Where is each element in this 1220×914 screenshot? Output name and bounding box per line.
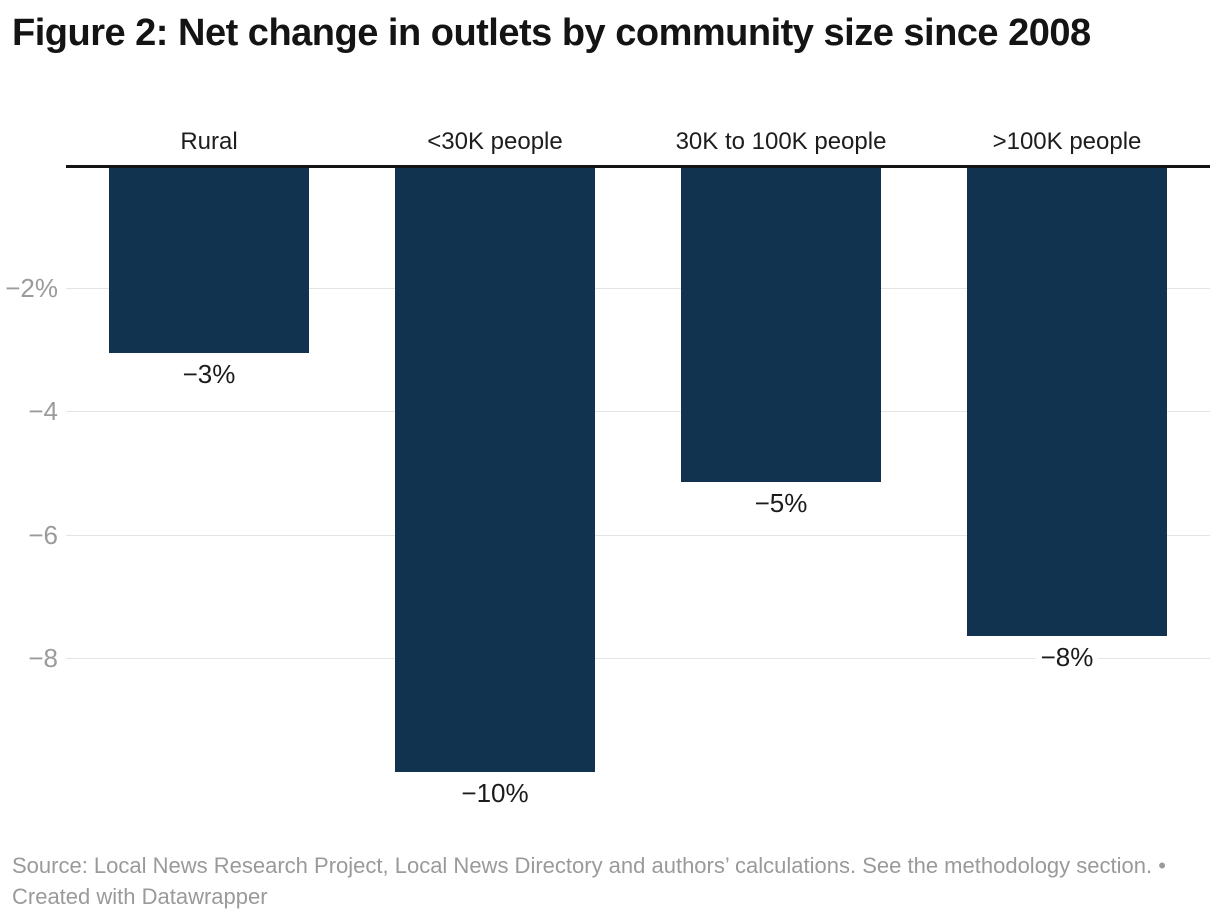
column-header: Rural	[180, 128, 238, 155]
bar-value-label: −5%	[749, 489, 813, 517]
bar	[681, 168, 881, 482]
column-header: >100K people	[992, 128, 1142, 155]
column-header: 30K to 100K people	[675, 128, 887, 155]
source-note-line1: Source: Local News Research Project, Loc…	[12, 853, 1166, 878]
column-header: <30K people	[427, 128, 563, 155]
y-tick-label: −8	[28, 642, 58, 673]
gridline	[66, 411, 1210, 413]
gridline	[66, 288, 1210, 290]
page-title: Figure 2: Net change in outlets by commu…	[12, 12, 1091, 54]
y-tick-label: −4	[28, 396, 58, 427]
column-header-row: Rural <30K people 30K to 100K people >100K …	[66, 129, 1210, 155]
bar-value-label: −3%	[177, 360, 241, 388]
source-note-line2: Created with Datawrapper	[12, 884, 268, 909]
y-tick-label: −2%	[5, 273, 58, 304]
bar	[395, 168, 595, 772]
source-note: Source: Local News Research Project, Loc…	[12, 850, 1212, 912]
bar-value-label: −8%	[1035, 643, 1099, 671]
bar-value-label: −10%	[456, 779, 534, 807]
y-tick-label: −6	[28, 519, 58, 550]
bar	[109, 168, 309, 353]
gridline	[66, 534, 1210, 536]
bar	[967, 168, 1167, 636]
axis-baseline	[66, 165, 1210, 168]
gridline	[66, 657, 1210, 659]
